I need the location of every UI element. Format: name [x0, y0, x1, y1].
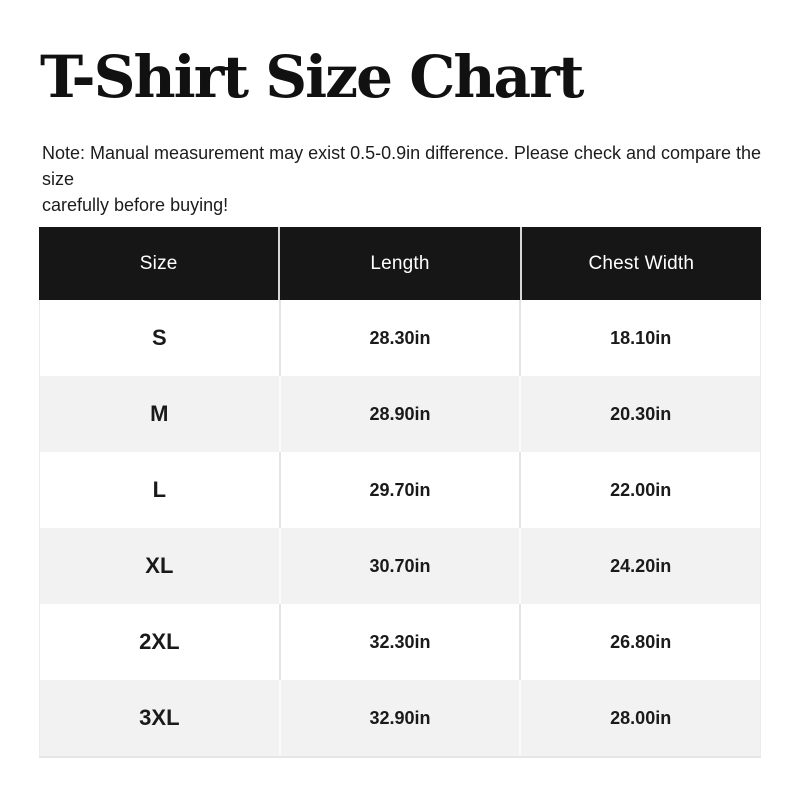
chest-width-cell: 28.00in: [519, 680, 760, 756]
table-row-xl: XL 30.70in 24.20in: [39, 528, 761, 604]
chest-width-cell: 20.30in: [519, 376, 760, 452]
page-title: T-Shirt Size Chart: [40, 43, 584, 111]
table-header-row: Size Length Chest Width: [39, 227, 761, 300]
size-cell: 2XL: [139, 629, 180, 654]
column-header-chest-width: Chest Width: [519, 227, 761, 300]
table-row-2xl: 2XL 32.30in 26.80in: [39, 604, 761, 680]
table-row-m: M 28.90in 20.30in: [39, 376, 761, 452]
length-cell: 32.30in: [278, 604, 520, 680]
chest-width-cell: 24.20in: [519, 528, 760, 604]
length-cell: 32.90in: [278, 680, 520, 756]
table-row-3xl: 3XL 32.90in 28.00in: [39, 680, 761, 756]
note-line-1: Note: Manual measurement may exist 0.5-0…: [42, 143, 762, 189]
size-cell: XL: [145, 553, 174, 578]
chest-width-cell: 22.00in: [519, 452, 760, 528]
chest-width-cell: 18.10in: [519, 300, 760, 376]
length-cell: 29.70in: [278, 452, 520, 528]
size-chart-table: Size Length Chest Width S 28.30in 18.10i…: [39, 227, 761, 758]
note-text: Note: Manual measurement may exist 0.5-0…: [42, 140, 766, 218]
size-cell: L: [152, 477, 167, 502]
length-cell: 30.70in: [278, 528, 520, 604]
table-row-l: L 29.70in 22.00in: [39, 452, 761, 528]
column-header-length: Length: [278, 227, 519, 300]
size-cell: S: [151, 325, 167, 350]
chest-width-cell: 26.80in: [519, 604, 760, 680]
length-cell: 28.30in: [278, 300, 520, 376]
table-row-s: S 28.30in 18.10in: [39, 300, 761, 376]
size-cell: 3XL: [139, 705, 180, 730]
note-line-2: carefully before buying!: [42, 195, 229, 215]
column-header-size: Size: [139, 252, 178, 274]
length-cell: 28.90in: [278, 376, 520, 452]
size-cell: M: [150, 401, 169, 426]
